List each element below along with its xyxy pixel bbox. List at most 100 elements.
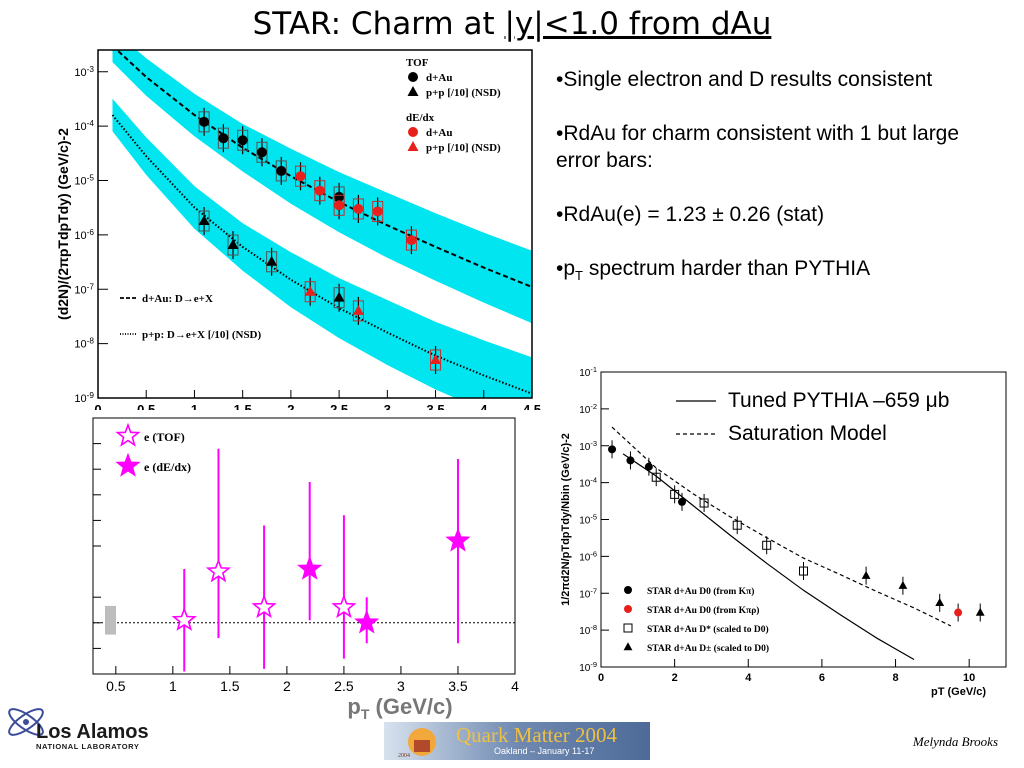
legend-label: STAR d+Au D* (scaled to D0) <box>647 624 769 635</box>
bullet-4: •pT spectrum harder than PYTHIA <box>556 257 871 284</box>
bullet-2: •RdAu for charm consistent with 1 but la… <box>556 122 960 172</box>
data-point <box>975 607 985 616</box>
lanl-name: Los Alamos <box>36 721 149 743</box>
solid-line-icon <box>676 399 716 402</box>
legend-marker <box>624 586 632 594</box>
bullet-1: •Single electron and D results consisten… <box>556 68 933 91</box>
y-tick-label: 10-5 <box>579 513 597 527</box>
quark-matter-logo: 2004 Quark Matter 2004 Oakland – January… <box>384 722 650 760</box>
legend-marker <box>407 86 419 96</box>
x-tick-label: 2 <box>287 402 294 410</box>
legend-label: d+Au: D→e+X <box>142 293 213 305</box>
data-point <box>644 462 653 471</box>
dashed-line-icon <box>676 432 716 435</box>
author-name: Melynda Brooks <box>912 734 998 749</box>
systematic-box <box>198 210 210 232</box>
legend-marker <box>408 127 418 137</box>
data-point <box>199 116 210 127</box>
x-tick-label: 2 <box>672 672 678 684</box>
star-marker <box>205 558 232 583</box>
legend-label: dE/dx <box>406 112 435 124</box>
legend-label: d+Au <box>426 72 452 84</box>
pp-curve <box>111 114 532 395</box>
saturation-curve <box>611 426 952 627</box>
legend-marker <box>623 623 633 633</box>
legend-marker <box>407 141 419 151</box>
data-point <box>954 608 963 617</box>
data-point <box>670 489 680 499</box>
pythia-legend-row: Tuned PYTHIA –659 μb <box>676 384 949 417</box>
normalization-box <box>105 605 116 635</box>
bullet-3: •RdAu(e) = 1.23 ± 0.26 (stat) <box>556 203 825 226</box>
los-alamos-logo: Los Alamos NATIONAL LABORATORY <box>4 700 150 756</box>
star-marker <box>171 606 197 631</box>
star-marker <box>354 609 380 634</box>
data-point <box>333 291 345 302</box>
model-legend: Tuned PYTHIA –659 μb Saturation Model <box>676 384 949 450</box>
y-tick-label: 10-3 <box>579 439 597 453</box>
x-tick-label: 10 <box>963 672 975 684</box>
x-axis-label: pT (GeV/c) <box>347 694 452 722</box>
plot-frame <box>97 49 533 399</box>
x-tick-label: 1.5 <box>234 402 252 410</box>
x-tick-label: 1 <box>169 678 177 694</box>
legend-label: d+Au <box>426 127 452 139</box>
y-tick-label: 10-3 <box>74 65 94 79</box>
y-tick-label: 10-7 <box>74 282 94 296</box>
plot-frame <box>92 417 516 675</box>
x-tick-label: 2 <box>283 678 291 694</box>
star-marker <box>251 594 277 619</box>
systematic-box <box>430 349 442 371</box>
pp-band <box>112 98 532 398</box>
legend-label: STAR d+Au D± (scaled to D0) <box>647 643 769 654</box>
title-underlined: |y|<1.0 from dAu <box>504 6 772 42</box>
slide-title: STAR: Charm at |y|<1.0 from dAu <box>0 6 1024 42</box>
qm-subtitle: Oakland – January 11-17 <box>494 746 595 756</box>
y-tick-label: 10-9 <box>579 660 597 674</box>
y-tick-label: 10-4 <box>579 476 597 490</box>
x-tick-label: 4.5 <box>523 402 541 410</box>
data-point <box>198 214 210 225</box>
legend-label: STAR d+Au D0 (from Kπ) <box>647 586 754 597</box>
legend-label: p+p [/10] (NSD) <box>426 142 501 154</box>
data-point <box>266 255 278 266</box>
data-point <box>227 239 239 250</box>
qm-emblem-icon: 2004 <box>398 728 436 759</box>
data-point <box>732 520 742 530</box>
x-tick-label: 8 <box>892 672 898 684</box>
data-point <box>406 235 417 246</box>
data-point <box>304 285 316 296</box>
data-point <box>762 540 772 550</box>
y-tick-label: 10-8 <box>579 623 597 637</box>
x-tick-label: 1.5 <box>220 678 240 694</box>
saturation-legend-label: Saturation Model <box>728 421 887 445</box>
data-point <box>935 598 945 607</box>
x-tick-label: 3 <box>397 678 405 694</box>
y-axis-label: (d2N)/(2πpTdpTdy) (GeV/c)-2 <box>55 128 71 320</box>
data-point <box>861 570 871 579</box>
y-tick-label: 10-1 <box>579 365 597 379</box>
x-tick-label: 4 <box>480 402 488 410</box>
bullet-list: •Single electron and D results consisten… <box>556 66 996 289</box>
legend-marker <box>408 72 418 82</box>
x-tick-label: 3.5 <box>448 678 468 694</box>
title-prefix: STAR: Charm at <box>252 6 505 42</box>
y-tick-label: 10-9 <box>74 391 94 405</box>
x-axis-label: pT (GeV/c) <box>931 686 986 698</box>
y-tick-label: 10-6 <box>579 549 597 563</box>
qm-title: Quark Matter 2004 <box>456 723 617 747</box>
data-point <box>276 165 287 176</box>
systematic-box <box>266 251 278 273</box>
legend-label: STAR d+Au D0 (from Kπρ) <box>647 605 759 616</box>
y-axis-label: 1/2πd2N/pTdpTdy/Nbin (GeV/c)-2 <box>560 433 572 606</box>
legend-label: e (TOF) <box>144 430 185 444</box>
data-point <box>353 203 364 214</box>
data-point <box>295 171 306 182</box>
x-tick-label: 0.5 <box>137 402 155 410</box>
legend-star <box>115 452 141 477</box>
data-point <box>678 497 686 506</box>
data-point <box>334 200 345 211</box>
x-tick-label: 4 <box>511 678 519 694</box>
data-point <box>608 445 617 454</box>
data-point <box>430 353 442 364</box>
